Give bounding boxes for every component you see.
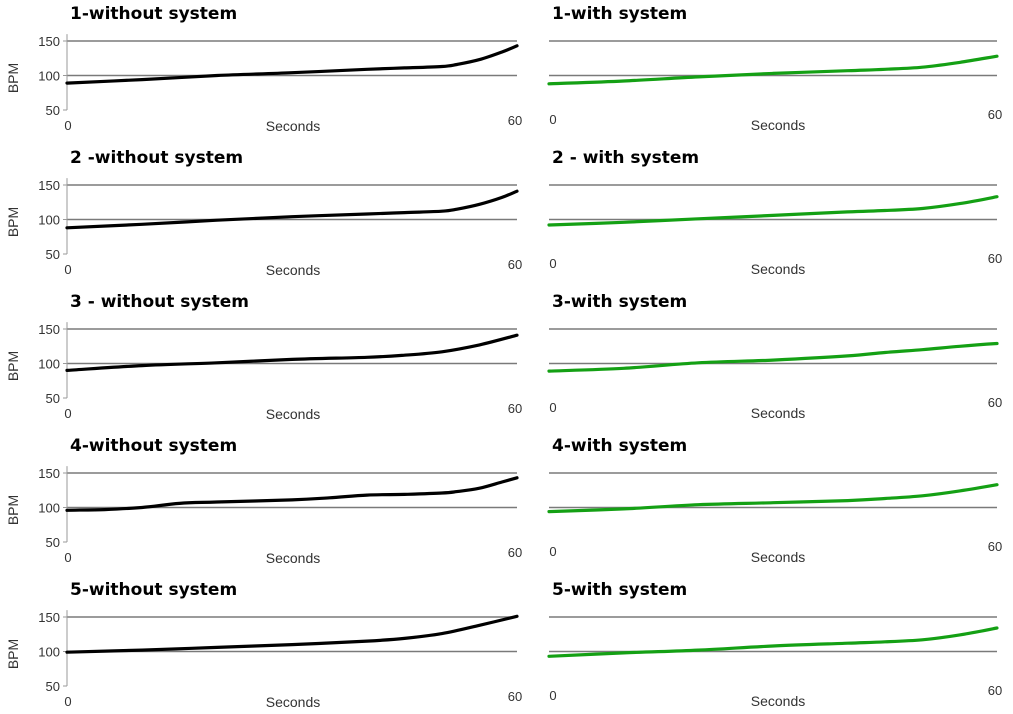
x-tick-label: 0 (549, 688, 556, 703)
chart-title: 5-with system (552, 580, 687, 600)
chart-panel-4: 2 - with system 0 60 Seconds (547, 148, 1002, 277)
y-axis-label: BPM (5, 207, 21, 237)
x-axis-label: Seconds (751, 261, 805, 277)
chart-title: 4-with system (552, 436, 687, 456)
y-tick-label: 150 (38, 610, 60, 625)
y-axis-label: BPM (5, 63, 21, 93)
series-line (65, 476, 519, 512)
series-line (547, 54, 999, 86)
series-line (547, 341, 999, 373)
x-tick-label: 60 (508, 689, 522, 704)
y-tick-label: 50 (46, 535, 60, 550)
chart-panel-9: 5-without system 50 100 150 BPM 0 60 Seconds (5, 580, 522, 710)
series-line (65, 614, 519, 654)
y-tick-label: 50 (46, 391, 60, 406)
x-axis-label: Seconds (266, 406, 320, 422)
y-tick-label: 50 (46, 247, 60, 262)
chart-panel-1: 1-without system 50 100 150 BPM 0 60 Seconds (5, 4, 522, 134)
chart-panel-7: 4-without system 50 100 150 BPM 0 60 Seconds (5, 436, 522, 566)
series-line (547, 626, 999, 658)
x-tick-label: 60 (508, 401, 522, 416)
x-axis-label: Seconds (266, 262, 320, 278)
x-tick-label: 0 (549, 544, 556, 559)
series-line (65, 333, 519, 372)
x-tick-label: 60 (508, 545, 522, 560)
series-line (65, 44, 519, 85)
x-tick-label: 0 (64, 550, 71, 565)
y-axis-label: BPM (5, 495, 21, 525)
x-tick-label: 0 (64, 406, 71, 421)
x-tick-label: 0 (64, 262, 71, 277)
chart-title: 1-with system (552, 4, 687, 24)
x-tick-label: 0 (549, 256, 556, 271)
chart-panel-8: 4-with system 0 60 Seconds (547, 436, 1002, 565)
y-tick-label: 150 (38, 178, 60, 193)
chart-title: 4-without system (70, 436, 237, 456)
chart-title: 3-with system (552, 292, 687, 312)
chart-panel-10: 5-with system 0 60 Seconds (547, 580, 1002, 709)
y-tick-label: 150 (38, 322, 60, 337)
y-tick-label: 100 (38, 213, 60, 228)
y-tick-label: 50 (46, 103, 60, 118)
x-axis-label: Seconds (266, 118, 320, 134)
chart-panel-5: 3 - without system 50 100 150 BPM 0 60 Seconds (5, 292, 522, 422)
chart-panel-2: 1-with system 0 60 Seconds (547, 4, 1002, 133)
y-tick-label: 100 (38, 645, 60, 660)
chart-title: 2 -without system (70, 148, 243, 168)
y-tick-label: 100 (38, 69, 60, 84)
x-axis-label: Seconds (266, 694, 320, 710)
x-tick-label: 60 (988, 395, 1002, 410)
y-axis-label: BPM (5, 351, 21, 381)
series-line (547, 195, 999, 227)
x-axis-label: Seconds (751, 693, 805, 709)
series-line (547, 483, 999, 514)
y-tick-label: 100 (38, 501, 60, 516)
x-tick-label: 60 (988, 539, 1002, 554)
x-tick-label: 60 (988, 107, 1002, 122)
x-tick-label: 60 (508, 257, 522, 272)
x-axis-label: Seconds (751, 117, 805, 133)
y-tick-label: 150 (38, 466, 60, 481)
x-tick-label: 0 (549, 112, 556, 127)
y-tick-label: 100 (38, 357, 60, 372)
x-axis-label: Seconds (266, 550, 320, 566)
x-axis-label: Seconds (751, 549, 805, 565)
y-tick-label: 150 (38, 34, 60, 49)
chart-panel-3: 2 -without system 50 100 150 BPM 0 60 Seconds (5, 148, 522, 278)
x-tick-label: 0 (549, 400, 556, 415)
y-tick-label: 50 (46, 679, 60, 694)
x-axis-label: Seconds (751, 405, 805, 421)
x-tick-label: 60 (988, 683, 1002, 698)
x-tick-label: 60 (988, 251, 1002, 266)
x-tick-label: 60 (508, 113, 522, 128)
chart-title: 1-without system (70, 4, 237, 24)
chart-title: 5-without system (70, 580, 237, 600)
series-line (65, 189, 519, 230)
y-axis-label: BPM (5, 639, 21, 669)
chart-panel-6: 3-with system 0 60 Seconds (547, 292, 1002, 421)
x-tick-label: 0 (64, 118, 71, 133)
x-tick-label: 0 (64, 694, 71, 709)
chart-title: 3 - without system (70, 292, 249, 312)
chart-title: 2 - with system (552, 148, 699, 168)
